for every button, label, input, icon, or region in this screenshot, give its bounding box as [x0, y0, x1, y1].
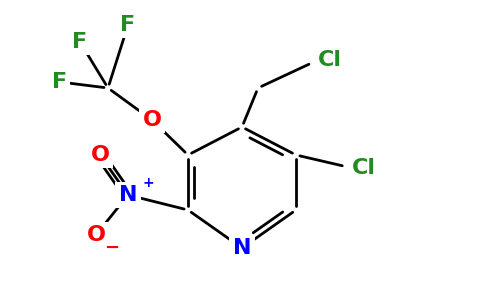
Text: N: N [233, 238, 251, 258]
Text: F: F [52, 72, 68, 92]
Text: Cl: Cl [318, 50, 342, 70]
Text: Cl: Cl [352, 158, 376, 178]
Text: F: F [121, 15, 136, 35]
Text: O: O [87, 225, 106, 245]
Text: O: O [91, 145, 109, 165]
Text: O: O [142, 110, 162, 130]
Text: N: N [119, 185, 137, 205]
Text: −: − [105, 239, 120, 257]
Text: F: F [73, 32, 88, 52]
Text: +: + [142, 176, 154, 190]
